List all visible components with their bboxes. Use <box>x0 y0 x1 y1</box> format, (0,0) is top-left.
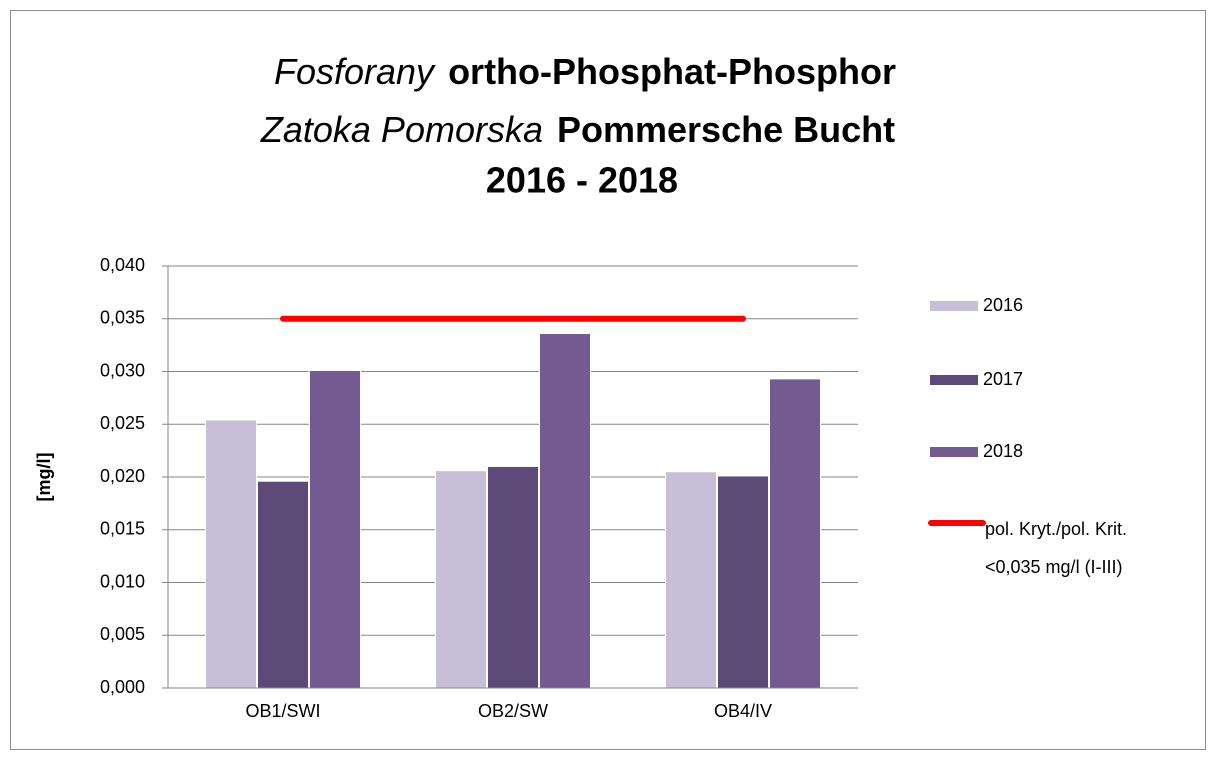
y-axis-label: [mg/l] <box>34 453 54 502</box>
bar <box>205 419 257 689</box>
title-part: ortho-Phosphat-Phosphor <box>448 51 896 92</box>
y-tick-label: 0,005 <box>100 624 145 644</box>
bar <box>769 378 821 689</box>
x-tick-label: OB1/SWI <box>245 701 320 721</box>
bar <box>539 333 591 689</box>
bar <box>487 465 539 689</box>
y-tick-label: 0,035 <box>100 308 145 328</box>
bar <box>717 475 769 689</box>
x-tick-label: OB4/IV <box>714 701 772 721</box>
bar <box>257 480 309 689</box>
y-tick-label: 0,025 <box>100 413 145 433</box>
y-tick-label: 0,040 <box>100 255 145 275</box>
x-tick-label: OB2/SW <box>478 701 548 721</box>
legend-swatch <box>930 447 978 457</box>
bar <box>309 369 361 689</box>
y-tick-label: 0,020 <box>100 466 145 486</box>
y-tick-label: 0,015 <box>100 519 145 539</box>
chart-border <box>10 10 1206 750</box>
title-part: Pommersche Bucht <box>557 109 895 150</box>
y-tick-label: 0,030 <box>100 360 145 380</box>
chart-title: Zatoka Pomorska Pommersche Bucht <box>260 109 895 150</box>
title-part: Zatoka Pomorska <box>260 109 543 150</box>
legend-label: 2018 <box>983 441 1023 461</box>
bar <box>665 471 717 689</box>
y-tick-label: 0,000 <box>100 677 145 697</box>
chart-title: Fosforany ortho-Phosphat-Phosphor <box>274 51 896 92</box>
legend-label: 2016 <box>983 295 1023 315</box>
legend-label: 2017 <box>983 369 1023 389</box>
bar <box>435 470 487 689</box>
title-part: Fosforany <box>274 51 436 92</box>
legend-swatch <box>930 301 978 311</box>
y-tick-label: 0,010 <box>100 571 145 591</box>
legend-swatch <box>930 375 978 385</box>
legend-label: pol. Kryt./pol. Krit. <0,035 mg/l (I-III… <box>985 519 1128 577</box>
chart-title: 2016 - 2018 <box>486 160 678 201</box>
